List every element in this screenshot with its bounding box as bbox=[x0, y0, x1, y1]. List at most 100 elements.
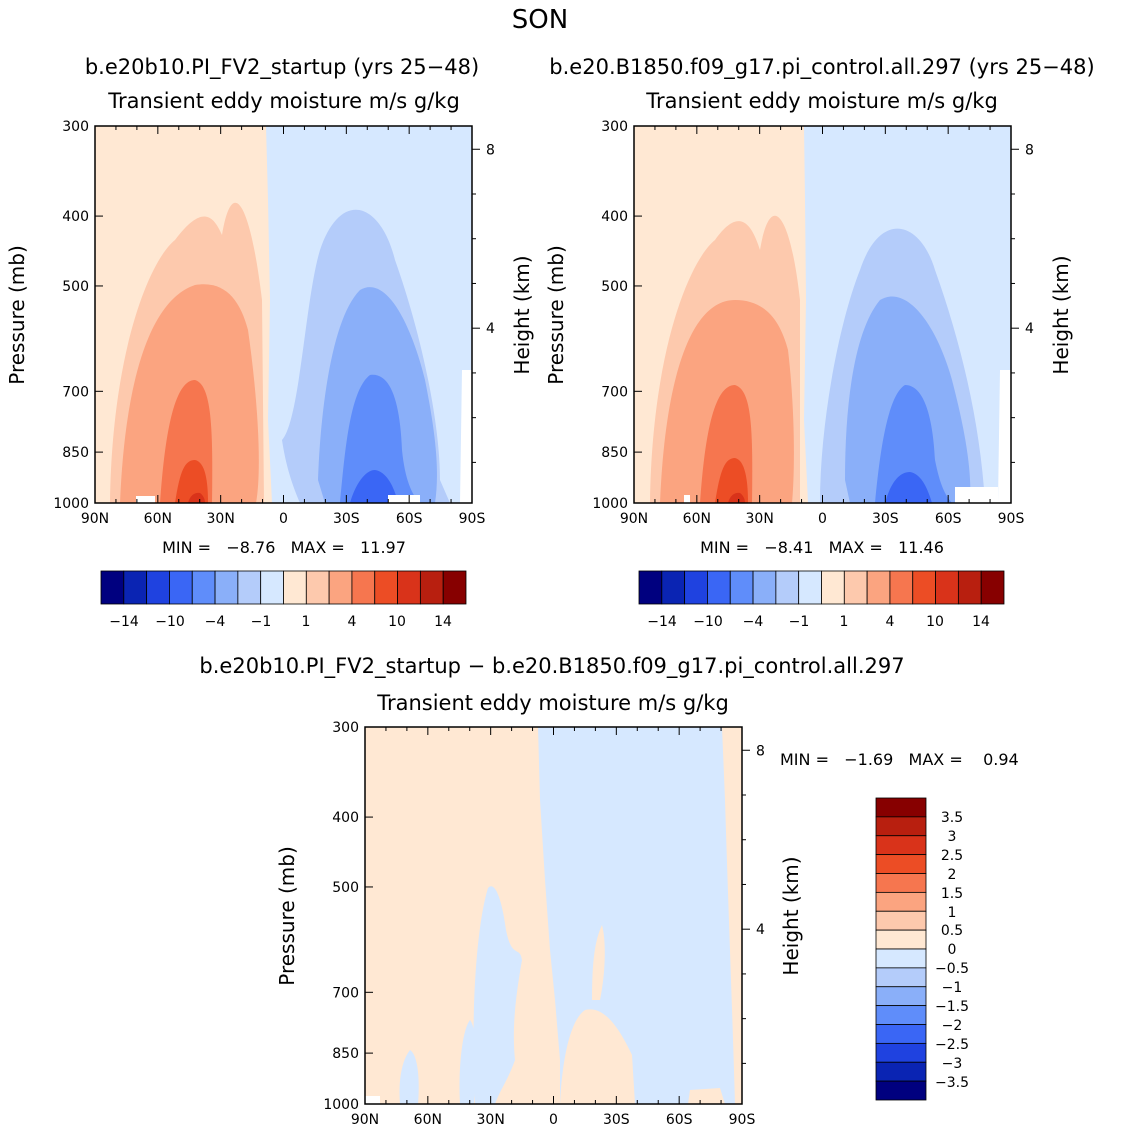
colorbar-swatch bbox=[661, 570, 686, 605]
panel-1-cb-label: −1 bbox=[251, 614, 272, 630]
y-tick-label: 500 bbox=[62, 279, 89, 295]
x-tick-label: 90N bbox=[620, 511, 648, 527]
panel-2-cb-label: 4 bbox=[886, 614, 895, 630]
colorbar-swatch bbox=[875, 948, 927, 969]
panel-2-cb-label: −4 bbox=[743, 614, 764, 630]
panel-3-ylabel-right: Height (km) bbox=[779, 856, 803, 975]
x-tick-label: 30S bbox=[333, 511, 360, 527]
x-tick-label: 90N bbox=[351, 1112, 379, 1128]
panel-2-cb-label: 10 bbox=[926, 614, 944, 630]
y-tick-label: 300 bbox=[62, 119, 89, 135]
panel-3-cb-label: 1 bbox=[948, 905, 957, 921]
panel-1-colorbar bbox=[100, 570, 467, 605]
panel-2-cb-label: 1 bbox=[840, 614, 849, 630]
panel-1-ylabel-right: Height (km) bbox=[510, 255, 534, 374]
y-tick-label: 300 bbox=[601, 119, 628, 135]
height-tick-label: 4 bbox=[486, 321, 495, 337]
panel-1-axes: 90N 60N 30N 0 30S 60S 90S 300 400 500 700 850 1000 8 4 bbox=[53, 119, 495, 527]
y-tick-label: 850 bbox=[601, 445, 628, 461]
x-tick-label: 60N bbox=[414, 1112, 442, 1128]
colorbar-swatch bbox=[875, 929, 927, 950]
colorbar-swatch bbox=[100, 570, 125, 605]
panel-3-cb-label: −1.5 bbox=[935, 999, 969, 1015]
y-tick-label: 1000 bbox=[592, 496, 628, 512]
height-tick-label: 4 bbox=[756, 922, 765, 938]
x-tick-label: 60N bbox=[144, 511, 172, 527]
colorbar-swatch bbox=[419, 570, 444, 605]
y-tick-label: 400 bbox=[601, 209, 628, 225]
panel-3: b.e20b10.PI_FV2_startup − b.e20.B1850.f0… bbox=[199, 654, 1018, 1128]
panel-1-cb-label: −4 bbox=[205, 614, 226, 630]
panel-3-cb-label: −1 bbox=[942, 980, 963, 996]
panel-2-ylabel-right: Height (km) bbox=[1049, 255, 1073, 374]
panel-3-colorbar bbox=[875, 797, 927, 1101]
panel-3-cb-label: 3 bbox=[948, 829, 957, 845]
x-tick-label: 0 bbox=[818, 511, 827, 527]
y-tick-label: 850 bbox=[332, 1046, 359, 1062]
y-tick-label: 850 bbox=[62, 445, 89, 461]
x-tick-label: 30N bbox=[746, 511, 774, 527]
panel-2-plot-area bbox=[634, 126, 1011, 504]
colorbar-swatch bbox=[875, 1061, 927, 1082]
panel-2-axes: 90N 60N 30N 0 30S 60S 90S 300 400 500 700 850 1000 8 4 bbox=[592, 119, 1034, 527]
colorbar-swatch bbox=[821, 570, 845, 605]
colorbar-swatch bbox=[957, 570, 982, 605]
panel-3-colorbar-labels: 3.5 3 2.5 2 1.5 1 0.5 0 −0.5 −1 −1.5 −2 … bbox=[935, 810, 969, 1091]
colorbar-swatch bbox=[397, 570, 421, 605]
colorbar-swatch bbox=[328, 570, 353, 605]
panel-3-cb-label: 0 bbox=[948, 942, 957, 958]
x-tick-label: 90S bbox=[998, 511, 1025, 527]
panel-1-cb-label: 4 bbox=[348, 614, 357, 630]
panel-3-plot-area bbox=[365, 727, 742, 1104]
panel-1-case-title: b.e20b10.PI_FV2_startup (yrs 25−48) bbox=[85, 55, 479, 80]
panel-3-cb-label: −0.5 bbox=[935, 961, 969, 977]
x-tick-label: 60S bbox=[935, 511, 962, 527]
x-tick-label: 60S bbox=[666, 1112, 693, 1128]
panel-1-cb-label: 14 bbox=[434, 614, 452, 630]
panel-1-ylabel: Pressure (mb) bbox=[5, 245, 29, 385]
panel-1-stats: MIN = −8.76 MAX = 11.97 bbox=[162, 538, 406, 557]
colorbar-swatch bbox=[237, 570, 262, 605]
panel-3-cb-label: 2 bbox=[948, 867, 957, 883]
panel-3-cb-label: −3 bbox=[942, 1056, 963, 1072]
colorbar-swatch bbox=[889, 570, 914, 605]
x-tick-label: 30S bbox=[603, 1112, 630, 1128]
panel-3-cb-label: −3.5 bbox=[935, 1075, 969, 1091]
colorbar-swatch bbox=[707, 570, 731, 605]
panel-2-colorbar-labels: −14 −10 −4 −1 1 4 10 14 bbox=[647, 614, 990, 630]
colorbar-swatch bbox=[260, 570, 284, 605]
x-tick-label: 60S bbox=[396, 511, 423, 527]
colorbar-swatch bbox=[875, 835, 927, 856]
colorbar-swatch bbox=[638, 570, 663, 605]
colorbar-swatch bbox=[866, 570, 891, 605]
panel-3-cb-label: −2.5 bbox=[935, 1037, 969, 1053]
colorbar-swatch bbox=[798, 570, 822, 605]
x-tick-label: 90S bbox=[729, 1112, 756, 1128]
panel-3-cb-label: 1.5 bbox=[941, 886, 963, 902]
colorbar-swatch bbox=[875, 816, 927, 837]
panel-3-cb-label: 3.5 bbox=[941, 810, 963, 826]
x-tick-label: 0 bbox=[279, 511, 288, 527]
colorbar-swatch bbox=[351, 570, 376, 605]
colorbar-swatch bbox=[729, 570, 754, 605]
y-tick-label: 700 bbox=[601, 384, 628, 400]
colorbar-swatch bbox=[146, 570, 170, 605]
panel-3-ylabel: Pressure (mb) bbox=[275, 846, 299, 986]
panel-3-cb-label: −2 bbox=[942, 1018, 963, 1034]
y-tick-label: 500 bbox=[332, 880, 359, 896]
colorbar-swatch bbox=[912, 570, 936, 605]
panel-2-cb-label: 14 bbox=[972, 614, 990, 630]
height-tick-label: 8 bbox=[756, 743, 765, 759]
y-tick-label: 1000 bbox=[323, 1097, 359, 1113]
x-tick-label: 0 bbox=[549, 1112, 558, 1128]
colorbar-swatch bbox=[191, 570, 216, 605]
colorbar-swatch bbox=[875, 910, 927, 931]
panel-2-cb-label: −10 bbox=[693, 614, 723, 630]
y-tick-label: 400 bbox=[62, 209, 89, 225]
panel-3-cb-label: 2.5 bbox=[941, 848, 963, 864]
colorbar-swatch bbox=[374, 570, 398, 605]
x-tick-label: 60N bbox=[683, 511, 711, 527]
panel-1-cb-label: −10 bbox=[155, 614, 185, 630]
panel-2-cb-label: −14 bbox=[647, 614, 677, 630]
panel-1-colorbar-labels: −14 −10 −4 −1 1 4 10 14 bbox=[109, 614, 452, 630]
